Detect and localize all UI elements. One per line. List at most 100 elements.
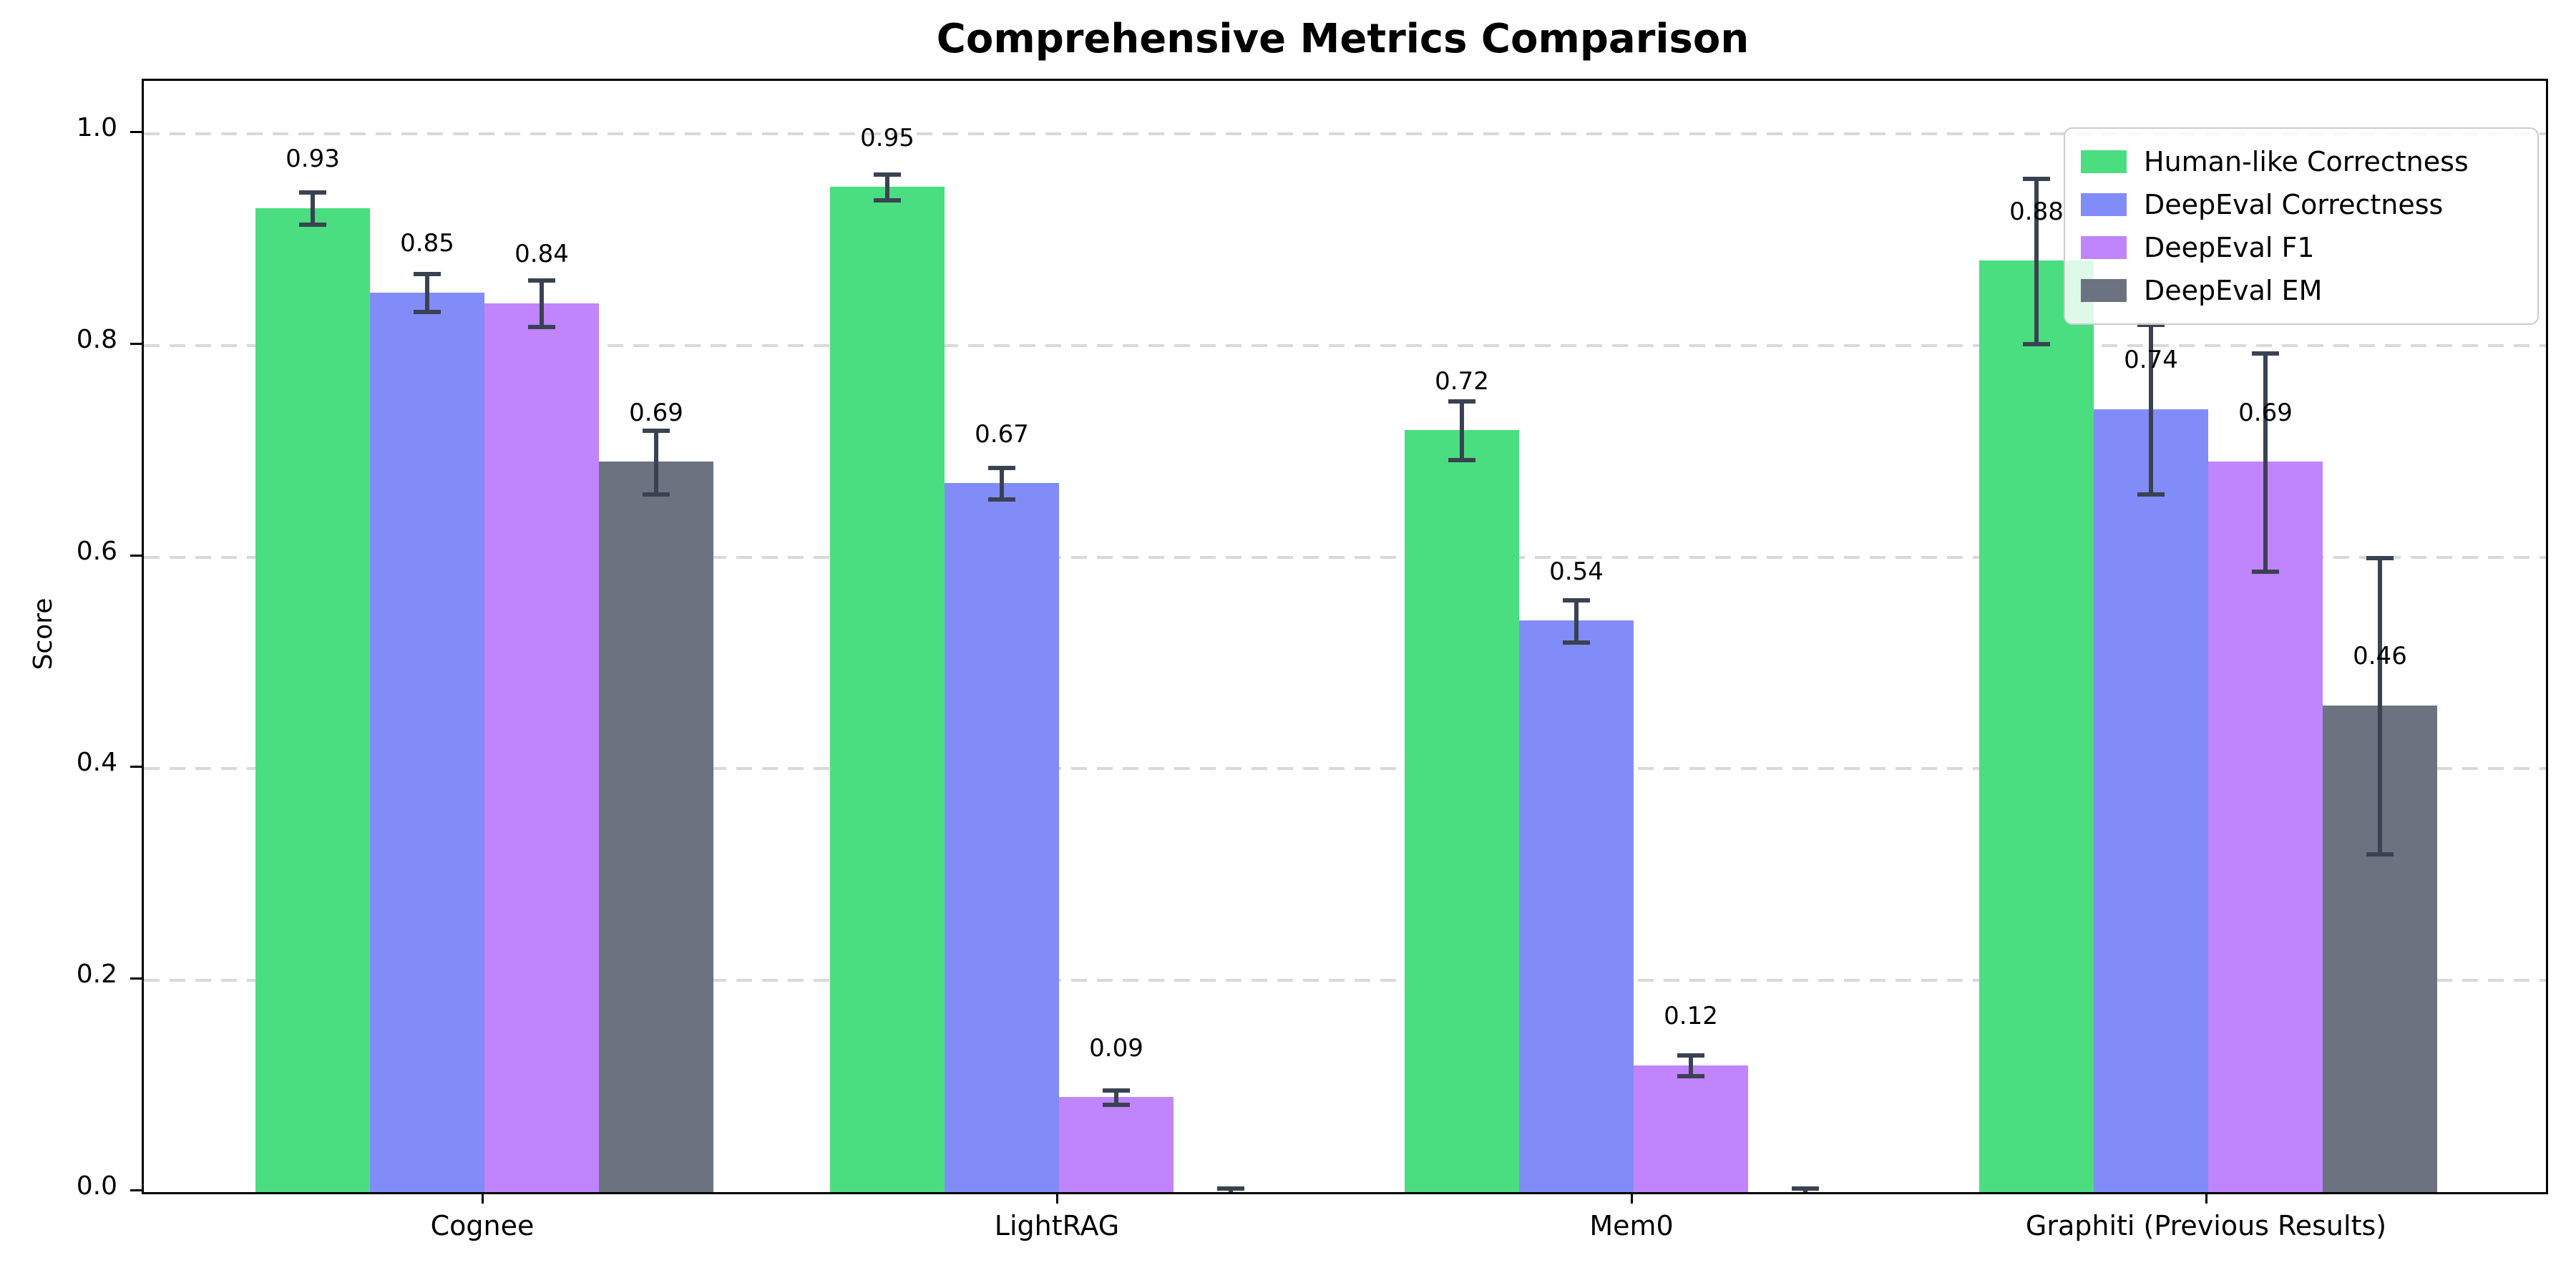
gridline	[144, 343, 2546, 347]
error-bar-cap-bottom	[2252, 569, 2279, 574]
bar	[255, 208, 371, 1192]
legend-swatch	[2081, 150, 2127, 173]
bar-value-label: 0.09	[1089, 1033, 1143, 1063]
y-tick-mark	[130, 766, 142, 769]
error-bar-cap-top	[528, 278, 556, 283]
bar	[2094, 409, 2208, 1192]
bar-value-label: 0.95	[860, 123, 914, 152]
y-tick-mark	[130, 554, 142, 557]
y-tick-label: 0.6	[76, 536, 117, 566]
bar	[1519, 620, 1634, 1192]
legend-swatch	[2081, 279, 2127, 302]
error-bar-line	[1000, 467, 1005, 499]
error-bar-line	[311, 192, 316, 224]
error-bar-cap-top	[2023, 177, 2050, 182]
error-bar-cap-top	[988, 465, 1016, 470]
legend-label: DeepEval Correctness	[2144, 189, 2444, 220]
x-tick-mark	[2205, 1192, 2207, 1204]
x-tick-label: Graphiti (Previous Results)	[2025, 1210, 2387, 1241]
error-bar-cap-bottom	[1563, 640, 1590, 645]
bar-value-label: 0.67	[975, 419, 1029, 449]
error-bar-cap-bottom	[1448, 458, 1475, 463]
gridline	[144, 132, 2546, 135]
error-bar-cap-bottom	[874, 197, 902, 203]
y-axis-label: Score	[28, 597, 58, 670]
error-bar-cap-bottom	[414, 310, 441, 315]
error-bar-cap-top	[1563, 597, 1590, 602]
error-bar-line	[2263, 353, 2268, 571]
legend-item: DeepEval EM	[2081, 269, 2522, 312]
error-bar-cap-top	[299, 190, 327, 195]
error-bar-cap-top	[1103, 1088, 1131, 1093]
bar	[945, 483, 1060, 1192]
bar	[370, 292, 485, 1192]
y-tick-label: 0.8	[76, 324, 117, 354]
error-bar-line	[540, 280, 545, 327]
error-bar-line	[425, 273, 430, 312]
error-bar-line	[2034, 178, 2039, 343]
error-bar-cap-top	[643, 429, 670, 434]
legend-item: Human-like Correctness	[2081, 140, 2522, 183]
bar	[1979, 260, 2094, 1192]
x-tick-mark	[1631, 1192, 1633, 1204]
bar-value-label: 0.12	[1664, 1002, 1718, 1031]
bar	[1405, 430, 1519, 1192]
error-bar-cap-bottom	[988, 497, 1016, 502]
x-tick-mark	[482, 1192, 484, 1204]
error-bar-cap-top	[1217, 1186, 1245, 1191]
error-bar-line	[1574, 599, 1579, 642]
bar	[830, 186, 945, 1192]
gridline	[144, 555, 2546, 559]
bar	[2208, 462, 2323, 1192]
y-tick-mark	[130, 977, 142, 980]
error-bar-cap-top	[2366, 555, 2394, 560]
error-bar-line	[2378, 557, 2382, 854]
x-tick-label: Mem0	[1589, 1210, 1674, 1241]
legend-label: DeepEval EM	[2144, 275, 2323, 306]
gridline	[144, 979, 2546, 982]
bar-value-label: 0.46	[2353, 642, 2407, 671]
bar	[484, 303, 600, 1192]
error-bar-line	[885, 174, 890, 200]
bar-value-label: 0.74	[2124, 346, 2178, 375]
error-bar-cap-top	[2137, 323, 2165, 328]
legend: Human-like Correctness DeepEval Correctne…	[2064, 127, 2539, 325]
legend-swatch	[2081, 236, 2127, 259]
legend-item: DeepEval Correctness	[2081, 183, 2522, 226]
y-tick-mark	[130, 1189, 142, 1191]
y-tick-label: 1.0	[76, 112, 117, 142]
error-bar-cap-bottom	[2137, 492, 2165, 497]
y-tick-label: 0.0	[76, 1171, 117, 1201]
x-tick-label: Cognee	[430, 1210, 535, 1241]
bar-value-label: 0.72	[1435, 366, 1489, 396]
error-bar-cap-top	[1448, 399, 1475, 404]
error-bar-cap-top	[874, 172, 902, 177]
bar-value-label: 0.69	[629, 399, 683, 428]
gridline	[144, 767, 2546, 771]
legend-swatch	[2081, 193, 2127, 216]
error-bar-cap-bottom	[299, 222, 327, 227]
bar	[599, 462, 714, 1192]
error-bar-cap-top	[1792, 1186, 1819, 1191]
bar-value-label: 0.88	[2009, 197, 2064, 227]
error-bar-cap-bottom	[1677, 1074, 1704, 1079]
x-tick-label: LightRAG	[994, 1210, 1120, 1241]
bar-value-label: 0.69	[2238, 399, 2293, 428]
y-tick-mark	[130, 342, 142, 345]
y-tick-mark	[130, 130, 142, 133]
bar-value-label: 0.54	[1549, 557, 1604, 586]
error-bar-cap-bottom	[643, 492, 670, 497]
error-bar-cap-top	[2252, 351, 2279, 356]
bar-value-label: 0.84	[514, 240, 569, 269]
error-bar-cap-bottom	[2366, 852, 2394, 857]
bar	[1059, 1096, 1174, 1192]
error-bar-cap-bottom	[1103, 1103, 1131, 1108]
legend-label: Human-like Correctness	[2144, 146, 2469, 177]
error-bar-cap-top	[1677, 1053, 1704, 1058]
bar-value-label: 0.85	[400, 229, 454, 258]
error-bar-cap-bottom	[528, 325, 556, 330]
error-bar-cap-bottom	[2023, 341, 2050, 346]
error-bar-line	[654, 430, 659, 494]
y-tick-label: 0.4	[76, 748, 117, 778]
